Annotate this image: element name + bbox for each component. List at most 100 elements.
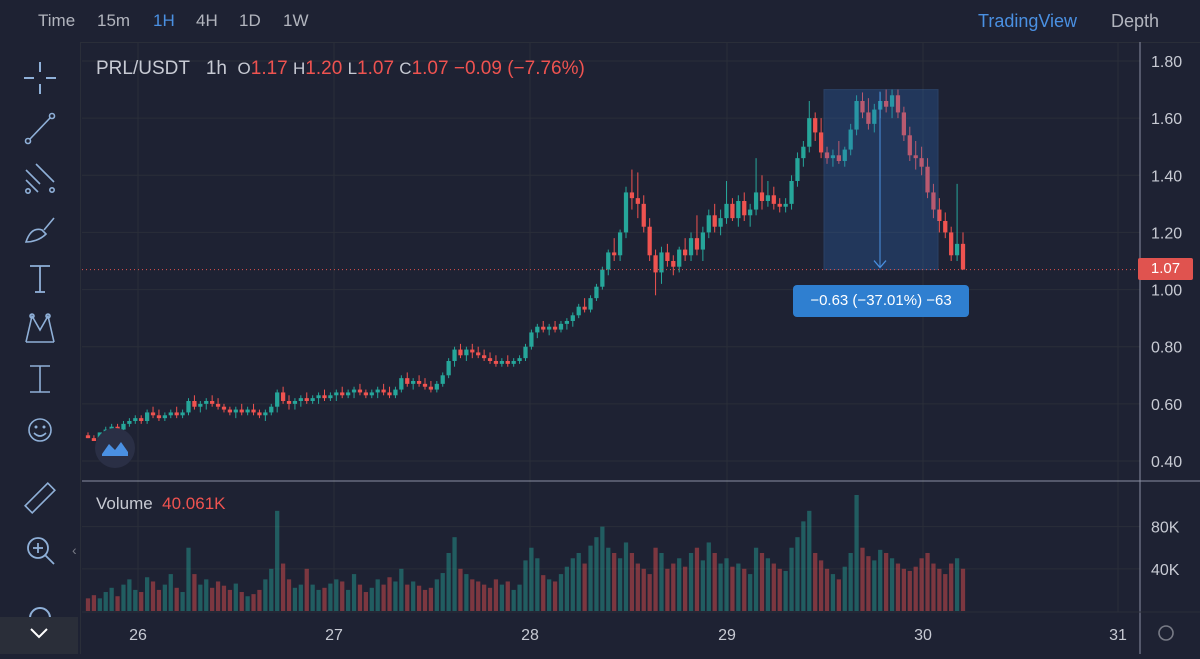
- volume-bar: [694, 547, 700, 611]
- volume-bar: [251, 594, 256, 611]
- volume-bar: [204, 579, 209, 611]
- volume-bar: [818, 560, 824, 611]
- volume-bar: [523, 560, 528, 611]
- candle-body: [671, 261, 676, 267]
- trend-line-icon[interactable]: [20, 108, 60, 148]
- candle-body: [629, 192, 635, 199]
- crosshair-icon[interactable]: [20, 58, 60, 98]
- candle-body: [558, 323, 564, 330]
- candle-body: [718, 218, 723, 227]
- volume-bar: [375, 579, 380, 611]
- low-label: L: [347, 59, 358, 78]
- volume-bar: [446, 553, 451, 611]
- volume-bar: [493, 579, 499, 611]
- candle-body: [233, 409, 238, 413]
- volume-bar: [801, 521, 806, 611]
- candle-body: [818, 132, 824, 153]
- volume-bar: [174, 587, 179, 611]
- emoji-icon[interactable]: [20, 410, 60, 450]
- volume-bar: [85, 598, 91, 611]
- measure-tool-icon[interactable]: [20, 358, 60, 398]
- collapse-toolbar-icon[interactable]: ‹: [72, 542, 77, 558]
- volume-bar: [836, 579, 841, 611]
- volume-bar: [552, 581, 558, 611]
- fib-icon[interactable]: [20, 158, 60, 198]
- volume-bar: [736, 563, 741, 611]
- timeframe-time[interactable]: Time: [38, 11, 76, 30]
- zoom-in-icon[interactable]: [20, 530, 60, 570]
- candle-body: [434, 383, 439, 390]
- timeframe-1w[interactable]: 1W: [283, 11, 309, 30]
- volume-bar: [576, 553, 581, 611]
- candle-body: [641, 203, 646, 227]
- volume-bar: [895, 563, 901, 611]
- volume-bar: [588, 545, 593, 611]
- candle-body: [854, 101, 859, 130]
- candle-body: [753, 192, 759, 210]
- volume-bar: [730, 566, 735, 611]
- candle-body: [759, 192, 765, 201]
- volume-bar: [399, 568, 404, 611]
- volume-bar: [547, 579, 552, 611]
- candle-body: [334, 392, 339, 396]
- volume-bar: [428, 587, 434, 611]
- candle-body: [535, 326, 540, 333]
- candle-body: [481, 355, 487, 359]
- timeframe-4h[interactable]: 4H: [196, 11, 218, 30]
- price-chart[interactable]: 1.80 1.60 1.40 1.20 1.00 0.80 0.60 0.40 80K 40K 26…: [0, 42, 1200, 654]
- candle-body: [399, 378, 404, 390]
- price-tick-label: 1.60: [1151, 111, 1182, 128]
- interval-label: 1h: [205, 58, 227, 79]
- volume-bar: [848, 553, 853, 611]
- candle-body: [322, 395, 327, 399]
- price-tick-label: 0.80: [1151, 340, 1182, 357]
- brush-icon[interactable]: [20, 208, 60, 248]
- candle-body: [269, 406, 274, 413]
- volume-bar: [872, 560, 877, 611]
- candle-body: [85, 435, 91, 439]
- candle-body: [304, 398, 309, 401]
- chevron-down-icon[interactable]: [0, 617, 78, 654]
- volume-bar: [481, 584, 487, 611]
- volume-bar: [600, 526, 605, 611]
- text-icon[interactable]: [20, 258, 60, 298]
- volume-bar: [233, 583, 238, 611]
- volume-bar: [180, 592, 185, 611]
- tradingview-tab[interactable]: TradingView: [978, 11, 1078, 31]
- volume-tick-label: 40K: [1151, 562, 1180, 579]
- ruler-icon[interactable]: [20, 479, 60, 519]
- volume-bar: [257, 589, 262, 611]
- pair-symbol[interactable]: PRL/USDT: [96, 58, 190, 79]
- measure-range-box: [823, 89, 939, 271]
- timeframe-15m[interactable]: 15m: [97, 11, 131, 30]
- candle-body: [960, 243, 966, 270]
- candle-body: [742, 201, 747, 216]
- volume-bar: [363, 592, 368, 611]
- volume-bar: [937, 568, 942, 611]
- volume-bar: [351, 574, 357, 611]
- magnet-icon[interactable]: [20, 598, 60, 638]
- candle-body: [617, 232, 623, 256]
- candle-body: [316, 395, 321, 399]
- timeframe-1h[interactable]: 1H: [153, 11, 175, 30]
- pattern-icon[interactable]: [20, 308, 60, 348]
- volume-bar: [227, 589, 233, 611]
- volume-bar: [807, 510, 812, 611]
- candle-body: [440, 375, 445, 384]
- candle-body: [91, 438, 97, 441]
- close-label: C: [399, 59, 412, 78]
- volume-bar: [416, 585, 422, 611]
- depth-tab[interactable]: Depth: [1111, 11, 1160, 31]
- candle-body: [635, 198, 640, 204]
- volume-bar: [712, 553, 717, 611]
- candle-body: [895, 95, 901, 113]
- measure-result-label: −0.63 (−37.01%) −63: [793, 285, 969, 317]
- volume-bar: [434, 579, 439, 611]
- volume-bar: [198, 584, 203, 611]
- timeframe-1d[interactable]: 1D: [239, 11, 261, 30]
- candle-body: [582, 306, 587, 310]
- candle-body: [730, 203, 735, 219]
- volume-bar: [960, 568, 966, 611]
- volume-bar: [263, 579, 268, 611]
- volume-bar: [269, 568, 274, 611]
